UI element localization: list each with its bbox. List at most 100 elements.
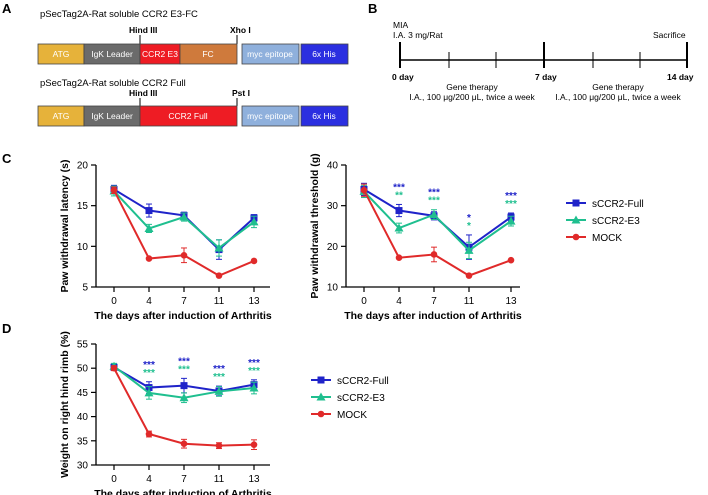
construct2-site-right: Pst I xyxy=(232,88,250,98)
timeline-mia-dose: I.A. 3 mg/Rat xyxy=(393,30,443,40)
significance-full: *** xyxy=(393,182,405,193)
construct1-seg-atg-label: ATG xyxy=(53,49,70,59)
panel-b-label: B xyxy=(368,1,377,16)
construct2-site-left: Hind III xyxy=(129,88,157,98)
timeline-label-0: 0 day xyxy=(392,72,414,82)
construct1-seg-his xyxy=(300,43,349,65)
series-sccr2-e3 xyxy=(109,361,259,404)
chart-weight-on-hind-limb: 30 35 40 45 50 55 0 4 7 11 13 The days after induct… xyxy=(59,331,389,495)
x-tick-label: 0 xyxy=(111,474,117,485)
data-point xyxy=(429,210,439,219)
x-tick-label: 11 xyxy=(464,296,475,307)
data-point xyxy=(507,256,515,264)
data-point xyxy=(145,430,153,438)
timeline-therapy-1: Gene therapy xyxy=(446,82,498,92)
significance-e3: *** xyxy=(178,364,190,375)
legend-label: sCCR2-Full xyxy=(337,376,389,387)
significance-full: *** xyxy=(213,364,225,375)
construct2-title: pSecTag2A-Rat soluble CCR2 Full xyxy=(40,78,186,89)
construct2-seg-his xyxy=(300,105,349,127)
construct1-seg-fc-label: FC xyxy=(202,49,213,59)
legend: sCCR2-Full sCCR2-E3 MOCK xyxy=(566,199,644,244)
y-tick-label: 45 xyxy=(77,388,89,399)
legend-label: MOCK xyxy=(592,233,622,244)
significance-e3: *** xyxy=(505,199,517,210)
y-axis-label: Paw withdrawal threshold (g) xyxy=(309,153,321,298)
construct1-site-right: Xho I xyxy=(230,25,251,35)
data-point xyxy=(465,272,473,279)
construct2: pSecTag2A-Rat soluble CCR2 Full Hind III… xyxy=(37,78,349,127)
data-point xyxy=(464,245,474,254)
legend-marker xyxy=(572,199,580,207)
data-point xyxy=(214,243,224,252)
x-tick-label: 4 xyxy=(146,296,152,307)
y-tick-label: 10 xyxy=(327,283,339,294)
y-tick-label: 40 xyxy=(327,161,339,172)
significance-e3: *** xyxy=(213,372,225,383)
data-point xyxy=(180,440,188,448)
data-point xyxy=(145,207,153,215)
y-tick-label: 20 xyxy=(77,161,89,172)
legend-marker xyxy=(316,392,326,401)
construct1-seg-fc xyxy=(179,43,238,65)
y-axis-label: Weight on right hind rimb (%) xyxy=(59,331,71,478)
x-axis-label: The days after induction of Arthritis xyxy=(94,488,272,495)
data-point xyxy=(110,186,118,194)
data-point xyxy=(250,441,258,448)
timeline-dose-1: I.A., 100 μg/200 μL, twice a week xyxy=(409,92,535,102)
panel-d-label: D xyxy=(2,321,11,336)
y-tick-label: 55 xyxy=(77,340,89,351)
legend-marker xyxy=(571,215,581,224)
data-point xyxy=(144,388,154,397)
y-tick-label: 50 xyxy=(77,364,89,375)
significance-e3: * xyxy=(467,221,471,232)
data-point xyxy=(144,223,154,232)
data-point xyxy=(249,383,259,392)
y-tick-label: 15 xyxy=(77,201,89,212)
construct2-seg-atg-label: ATG xyxy=(53,111,70,121)
data-point xyxy=(214,386,224,395)
construct2-seg-myc-label: myc epitope xyxy=(247,111,293,121)
x-tick-label: 11 xyxy=(214,474,225,485)
x-tick-label: 7 xyxy=(181,474,187,485)
x-tick-label: 0 xyxy=(361,296,367,307)
significance-e3: *** xyxy=(248,366,260,377)
data-point xyxy=(430,251,438,258)
legend-label: MOCK xyxy=(337,410,367,421)
y-tick-label: 10 xyxy=(77,242,89,253)
data-point xyxy=(395,254,403,262)
y-axis-label: Paw withdrawal latency (s) xyxy=(59,159,71,292)
chart-paw-withdrawal-threshold: 10 20 30 40 0 4 7 11 13 The days after induction … xyxy=(309,153,644,322)
construct2-seg-igk-label: IgK Leader xyxy=(91,111,133,121)
construct1-title: pSecTag2A-Rat soluble CCR2 E3-FC xyxy=(40,9,198,20)
construct2-seg-myc xyxy=(241,105,300,127)
x-axis-label: The days after induction of Arthritis xyxy=(344,310,522,322)
timeline-mia: MIA xyxy=(393,20,408,30)
legend-label: sCCR2-E3 xyxy=(337,393,385,404)
y-tick-label: 35 xyxy=(77,436,89,447)
construct2-seg-ccr2full xyxy=(139,105,238,127)
data-point xyxy=(179,212,189,221)
series-mock xyxy=(360,183,515,279)
series-mock xyxy=(110,364,258,451)
y-tick-label: 30 xyxy=(327,201,339,212)
data-point xyxy=(360,186,368,194)
construct2-seg-his-label: 6x His xyxy=(312,111,336,121)
panel-c-label: C xyxy=(2,151,12,166)
legend-label: sCCR2-E3 xyxy=(592,216,640,227)
legend-marker xyxy=(572,233,580,241)
significance-e3: *** xyxy=(428,196,440,207)
y-tick-label: 30 xyxy=(77,461,89,472)
x-tick-label: 4 xyxy=(146,474,152,485)
timeline-sacrifice: Sacrifice xyxy=(653,30,686,40)
x-tick-label: 13 xyxy=(505,296,517,307)
y-tick-label: 20 xyxy=(327,242,339,253)
significance-full: *** xyxy=(143,360,155,371)
data-point xyxy=(180,251,188,259)
legend-marker xyxy=(317,376,325,384)
data-point xyxy=(215,272,223,279)
y-tick-label: 5 xyxy=(82,283,88,294)
construct1-seg-ccr2e3-label: CCR2 E3 xyxy=(142,49,178,59)
data-point xyxy=(215,442,223,449)
